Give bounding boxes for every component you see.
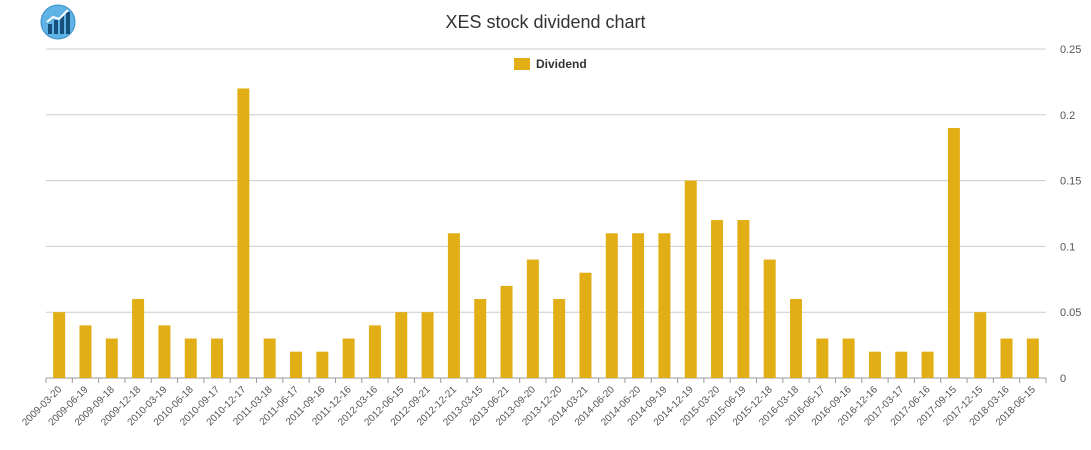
y-tick-label: 0.05 [1060, 307, 1081, 319]
y-tick-label: 0.1 [1060, 241, 1075, 253]
bar [368, 325, 381, 378]
y-tick-label: 0.2 [1060, 110, 1075, 122]
bar [737, 220, 750, 378]
bar [184, 338, 197, 378]
bar [895, 351, 908, 378]
bar [290, 351, 302, 378]
bar [237, 88, 250, 378]
bar [605, 233, 618, 378]
bar [342, 338, 355, 378]
bar [684, 180, 697, 378]
bar [211, 338, 224, 378]
bar [105, 338, 118, 378]
chart-title: XES stock dividend chart [445, 12, 646, 32]
bar [500, 285, 513, 378]
bar [447, 233, 460, 378]
bar [526, 259, 539, 378]
bar [947, 127, 960, 379]
bar [421, 312, 434, 378]
legend-swatch [514, 58, 530, 70]
bar [1000, 338, 1013, 378]
bar [711, 220, 724, 378]
bar [579, 272, 592, 378]
bar [395, 312, 408, 378]
bar [868, 351, 881, 378]
bar [158, 325, 171, 378]
bar [974, 312, 987, 378]
bar [53, 312, 66, 378]
y-tick-label: 0 [1060, 373, 1066, 385]
bar [763, 259, 776, 378]
legend[interactable]: Dividend [514, 56, 587, 72]
bar [658, 233, 671, 378]
bar [816, 338, 829, 378]
bar [474, 299, 487, 378]
y-tick-label: 0.15 [1060, 176, 1081, 188]
bar [79, 325, 92, 378]
bar [316, 351, 329, 378]
bar [842, 338, 855, 378]
bar-chart-logo-icon [40, 4, 76, 40]
bar [632, 233, 645, 378]
bar [132, 299, 145, 378]
bar [921, 351, 934, 378]
y-tick-label: 0.25 [1060, 44, 1081, 56]
legend-label: Dividend [536, 57, 587, 71]
bar [790, 299, 802, 378]
bar [1026, 338, 1039, 378]
bar [553, 299, 566, 378]
bar [263, 338, 276, 378]
